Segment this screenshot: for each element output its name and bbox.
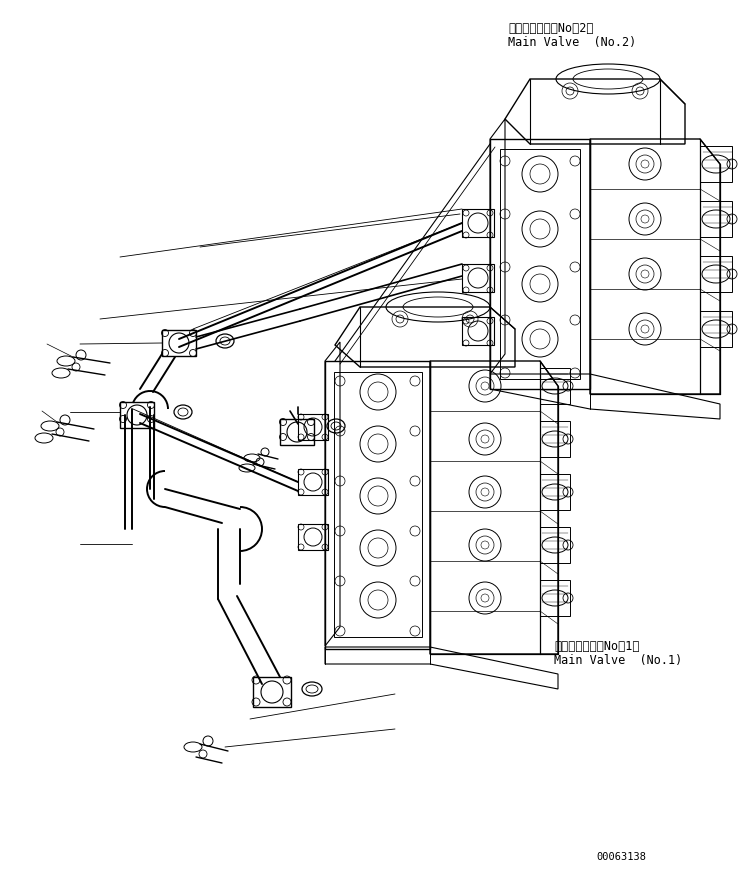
Bar [162, 331, 196, 357]
Bar [700, 146, 732, 182]
Text: メインバルブ（No．1）: メインバルブ（No．1） [554, 639, 640, 652]
Text: Main Valve  (No.2): Main Valve (No.2) [508, 36, 636, 49]
Text: 00063138: 00063138 [596, 851, 646, 861]
Text: メインバルブ（No．2）: メインバルブ（No．2） [508, 22, 594, 35]
Bar [540, 474, 570, 510]
Bar [462, 210, 494, 238]
Bar [280, 419, 314, 446]
Bar [700, 202, 732, 238]
Bar [540, 422, 570, 458]
Bar [540, 581, 570, 617]
Bar [500, 150, 580, 380]
Bar [334, 373, 422, 638]
Bar [298, 469, 328, 496]
Bar [700, 311, 732, 347]
Text: Main Valve  (No.1): Main Valve (No.1) [554, 653, 682, 667]
Bar [462, 265, 494, 293]
Bar [700, 257, 732, 293]
Bar [462, 317, 494, 346]
Bar [540, 368, 570, 404]
Bar [253, 677, 291, 707]
Bar [540, 527, 570, 563]
Bar [120, 403, 154, 429]
Bar [298, 524, 328, 551]
Bar [298, 415, 328, 440]
